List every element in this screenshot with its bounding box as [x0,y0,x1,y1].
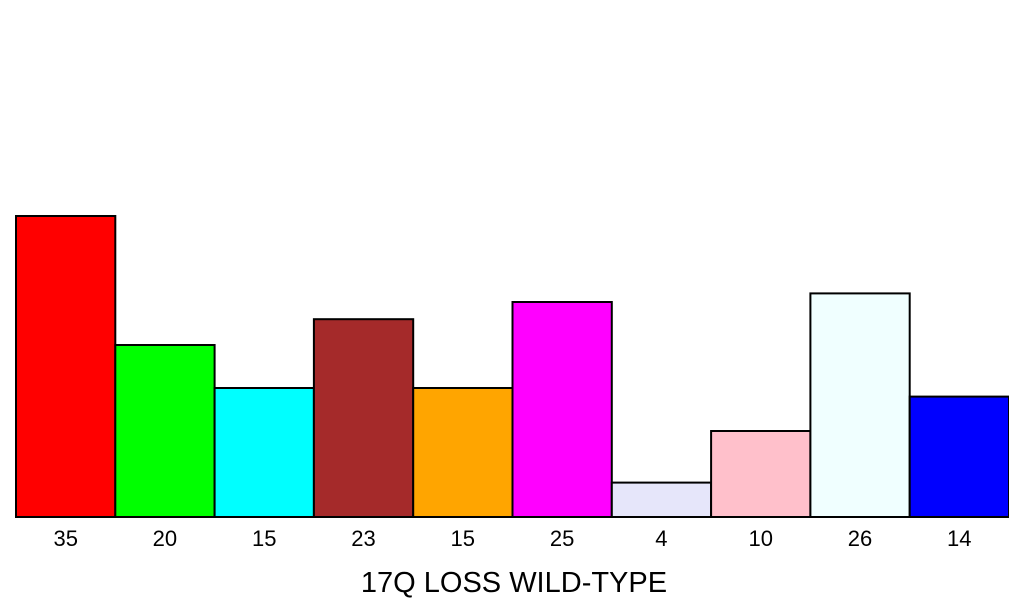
bar-9 [809,292,911,518]
x-tick-label-1: 35 [53,526,77,551]
bars-group [15,215,1009,519]
tick-labels-group: 35 20 15 23 15 25 4 10 26 14 [53,526,971,551]
x-tick-label-3: 15 [252,526,276,551]
x-tick-label-7: 4 [655,526,667,551]
bar-5 [412,387,514,518]
x-tick-label-10: 14 [947,526,971,551]
bar-6 [511,301,613,518]
bar-3 [213,387,315,518]
bar-4 [312,318,415,519]
x-tick-label-6: 25 [550,526,574,551]
x-tick-label-9: 26 [848,526,872,551]
bar-1 [15,215,117,518]
x-tick-label-4: 23 [351,526,375,551]
x-axis-title: 17Q LOSS WILD-TYPE [361,567,667,599]
bar-10 [908,395,1009,519]
bar-8 [710,430,812,518]
x-tick-label-8: 10 [749,526,773,551]
x-tick-label-2: 20 [153,526,177,551]
x-tick-label-5: 15 [451,526,475,551]
bar-2 [114,344,216,518]
bar-7 [610,481,713,519]
